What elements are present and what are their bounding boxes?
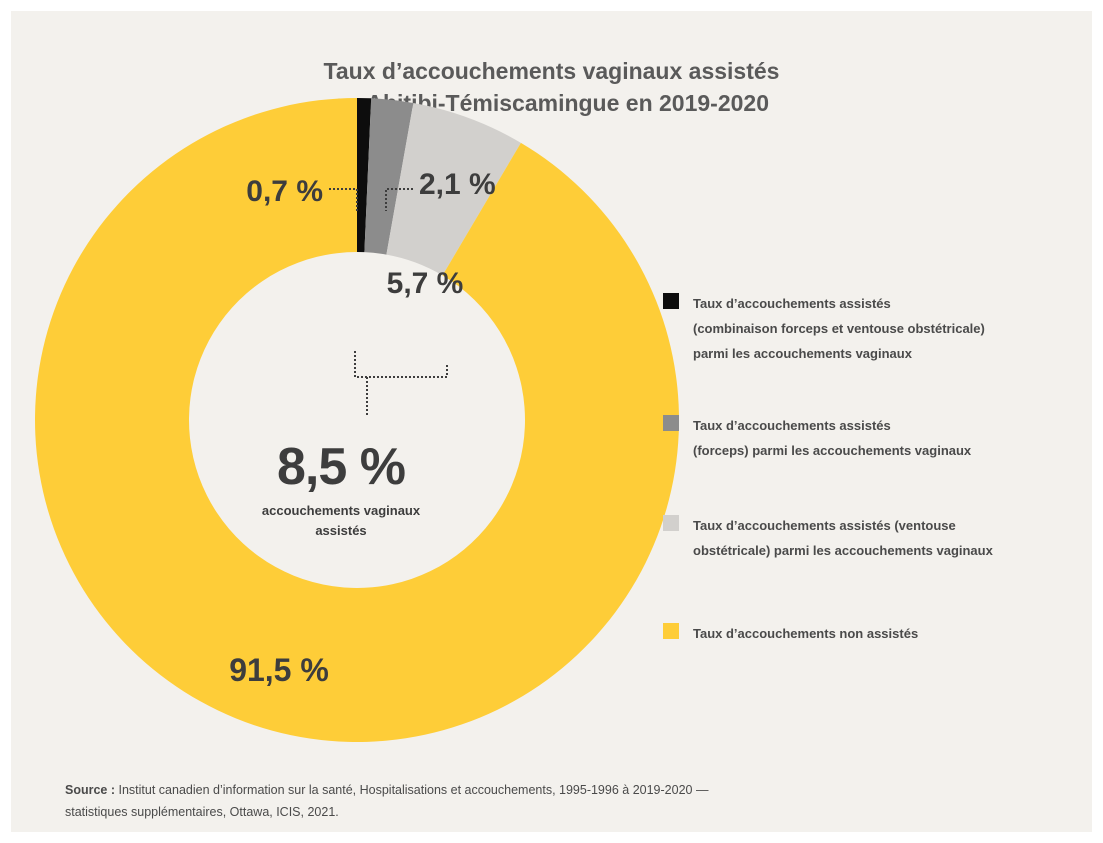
chart-title-line-1: Taux d’accouchements vaginaux assistés (323, 58, 780, 84)
center-total-value: 8,5 % (277, 438, 406, 496)
slice-label-non-assistes: 91,5 % (229, 652, 329, 688)
legend-swatch (663, 515, 679, 531)
donut-slice-1 (364, 98, 414, 255)
donut-slice-3 (34, 98, 679, 742)
slice-label-ventouse: 5,7 % (387, 267, 464, 300)
slice-label-combinaison: 0,7 % (246, 175, 323, 208)
slice-label-forceps: 2,1 % (419, 168, 496, 201)
source-text-2: statistiques supplémentaires, Ottawa, IC… (65, 805, 339, 819)
slice-value-labels: 0,7 % 2,1 % 5,7 % 91,5 % (229, 168, 496, 688)
legend-label: Taux d’accouchements assistés (ventouse … (693, 518, 993, 558)
source-label: Source : (65, 783, 116, 797)
legend-label: Taux d’accouchements assistés (forceps) … (693, 418, 972, 458)
leader-line (329, 188, 358, 211)
donut-slices (34, 98, 679, 742)
chart-panel: Taux d’accouchements vaginaux assistés e… (11, 11, 1092, 832)
donut-slice-0 (357, 98, 372, 253)
legend-swatch (663, 623, 679, 639)
leader-line (354, 351, 448, 378)
donut-slice-2 (386, 102, 521, 276)
chart-title: Taux d’accouchements vaginaux assistés e… (11, 55, 1092, 119)
center-total-caption: accouchements vaginaux assistés (261, 503, 421, 538)
legend-swatch (663, 415, 679, 431)
source-note: Source : Institut canadien d’information… (65, 779, 965, 823)
donut-chart: 0,7 % 2,1 % 5,7 % 91,5 % (34, 98, 679, 742)
leader-lines (329, 188, 448, 415)
legend-label: Taux d’accouchements assistés (combinais… (693, 296, 985, 361)
leader-line (385, 188, 413, 211)
legend-swatch (663, 293, 679, 309)
legend-label: Taux d’accouchements non assistés (693, 626, 919, 641)
source-text: Institut canadien d’information sur la s… (118, 783, 709, 797)
